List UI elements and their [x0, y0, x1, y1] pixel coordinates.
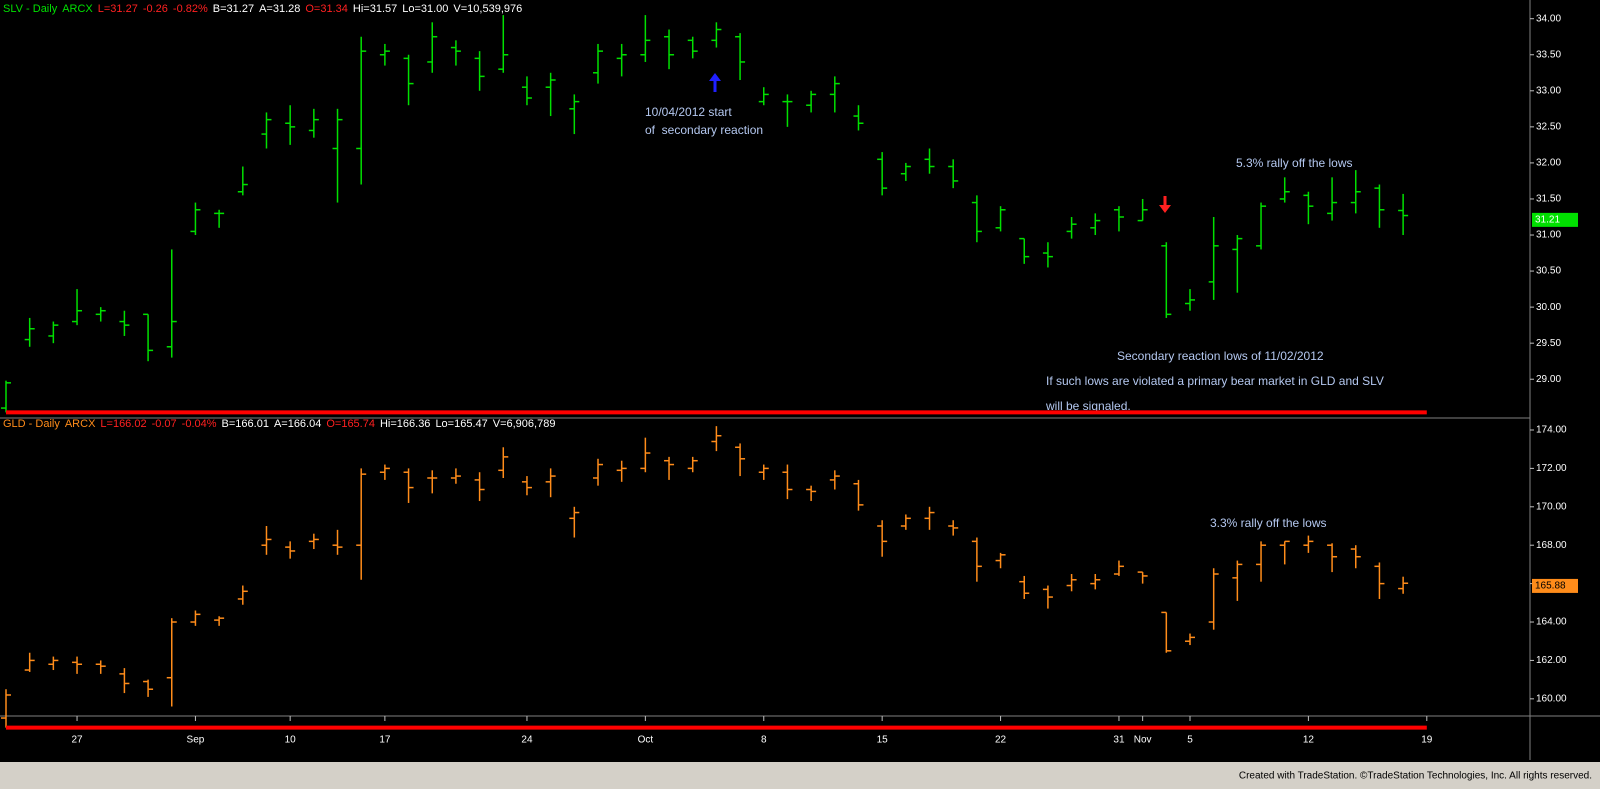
x-tick-label: 17	[379, 735, 391, 746]
x-tick-label: 27	[71, 735, 83, 746]
y-tick-label: 34.00	[1536, 13, 1561, 24]
x-tick-label: Sep	[187, 735, 205, 746]
annotation: of secondary reaction	[645, 123, 763, 137]
x-tick-label: 22	[995, 735, 1007, 746]
header-item: -0.82%	[173, 3, 208, 15]
chart-header: SLV - Daily ARCX L=31.27 -0.26 -0.82% B=31.27…	[3, 3, 522, 15]
header-item: Hi=166.36	[380, 418, 430, 430]
header-item: -0.26	[143, 3, 168, 15]
y-tick-label: 29.50	[1536, 338, 1561, 349]
y-tick-label: 164.00	[1536, 617, 1567, 628]
y-tick-label: 170.00	[1536, 501, 1567, 512]
y-tick-label: 32.00	[1536, 158, 1561, 169]
annotation: will be signaled.	[1045, 399, 1131, 413]
x-tick-label: 12	[1303, 735, 1315, 746]
header-item: B=166.01	[222, 418, 269, 430]
annotation: If such lows are violated a primary bear…	[1046, 374, 1384, 388]
header-item: A=31.28	[259, 3, 300, 15]
header-item: V=10,539,976	[453, 3, 522, 15]
y-tick-label: 172.00	[1536, 463, 1567, 474]
header-item: ARCX	[65, 418, 96, 430]
annotation: 3.3% rally off the lows	[1210, 516, 1327, 530]
y-tick-label: 30.00	[1536, 302, 1561, 313]
y-tick-label: 30.50	[1536, 266, 1561, 277]
y-tick-label: 162.00	[1536, 655, 1567, 666]
down-arrow	[1159, 196, 1171, 213]
y-tick-label: 160.00	[1536, 693, 1567, 704]
x-tick-label: 10	[285, 735, 297, 746]
y-tick-label: 174.00	[1536, 425, 1567, 436]
y-tick-label: 31.00	[1536, 230, 1561, 241]
header-item: A=166.04	[274, 418, 321, 430]
header-item: V=6,906,789	[493, 418, 556, 430]
y-tick-label: 33.50	[1536, 49, 1561, 60]
x-tick-label: 31	[1113, 735, 1125, 746]
header-item: Lo=165.47	[435, 418, 487, 430]
annotation: 5.3% rally off the lows	[1236, 156, 1353, 170]
price-tag-label: 31.21	[1535, 215, 1560, 226]
header-item: -0.04%	[182, 418, 217, 430]
header-item: O=31.34	[305, 3, 348, 15]
x-tick-label: 8	[761, 735, 767, 746]
y-tick-label: 32.50	[1536, 121, 1561, 132]
status-bar	[0, 762, 1600, 789]
header-item: ARCX	[62, 3, 93, 15]
header-item: SLV - Daily	[3, 3, 58, 15]
x-tick-label: 15	[877, 735, 889, 746]
annotation: 10/04/2012 start	[645, 105, 732, 119]
header-item: L=166.02	[100, 418, 146, 430]
price-tag-label: 165.88	[1535, 581, 1566, 592]
x-tick-label: 19	[1421, 735, 1433, 746]
annotation: Secondary reaction lows of 11/02/2012	[1117, 349, 1324, 363]
header-item: L=31.27	[98, 3, 138, 15]
x-tick-label: 5	[1187, 735, 1193, 746]
footer: Created with TradeStation. ©TradeStation…	[1239, 771, 1592, 782]
header-item: Hi=31.57	[353, 3, 397, 15]
x-tick-label: 24	[521, 735, 533, 746]
x-tick-label: Nov	[1134, 735, 1152, 746]
chart-header: GLD - Daily ARCX L=166.02 -0.07 -0.04% B=166.…	[3, 418, 555, 430]
header-item: Lo=31.00	[402, 3, 448, 15]
y-tick-label: 168.00	[1536, 540, 1567, 551]
price-tag	[1532, 212, 1578, 227]
y-tick-label: 29.00	[1536, 374, 1561, 385]
header-item: GLD - Daily	[3, 418, 60, 430]
header-item: -0.07	[152, 418, 177, 430]
header-item: O=165.74	[326, 418, 375, 430]
y-tick-label: 33.00	[1536, 85, 1561, 96]
y-tick-label: 31.50	[1536, 194, 1561, 205]
price-tag	[1532, 578, 1578, 593]
header-item: B=31.27	[213, 3, 254, 15]
up-arrow	[709, 73, 721, 92]
x-tick-label: Oct	[638, 735, 654, 746]
